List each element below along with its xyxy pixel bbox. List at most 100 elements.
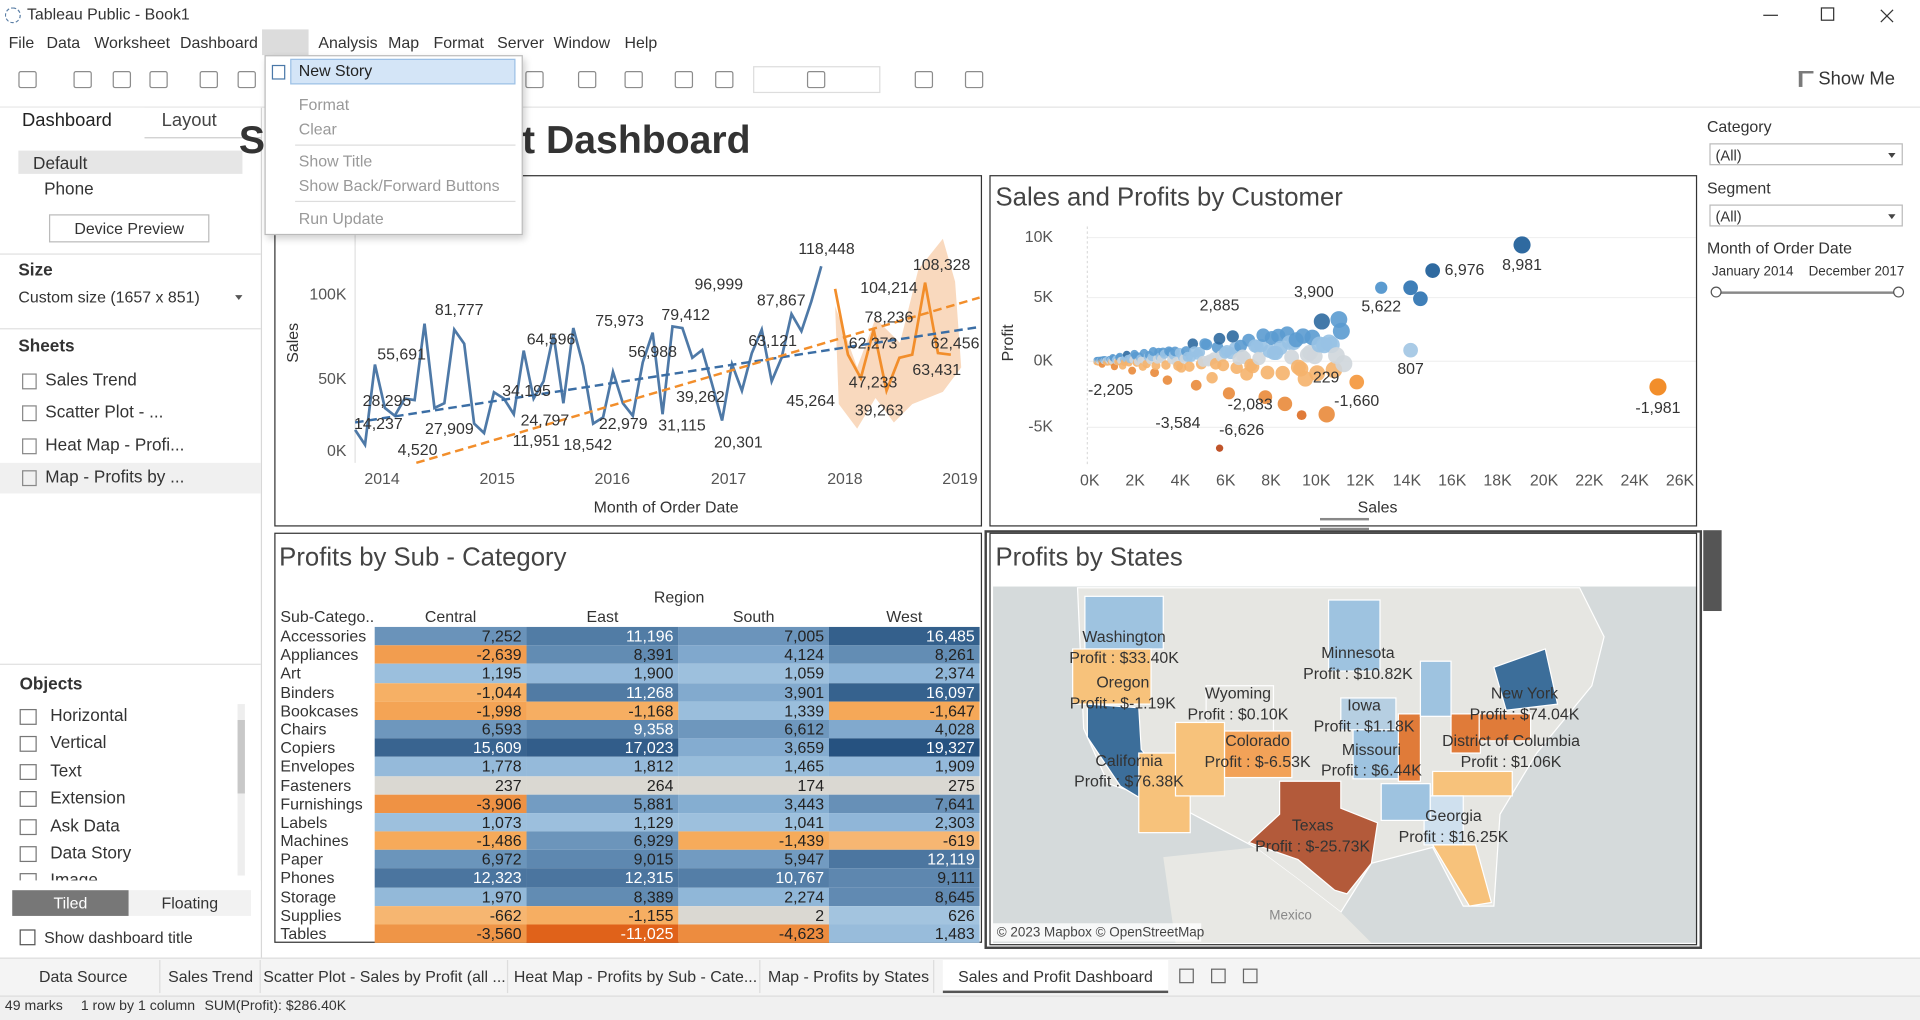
heat-cell: -662 bbox=[374, 905, 527, 925]
heat-cell: 1,195 bbox=[374, 664, 527, 683]
tab[interactable]: Heat Map - Profits by Sub - Cate... bbox=[512, 960, 761, 994]
toolbar-icon[interactable] bbox=[237, 71, 256, 89]
floating-button[interactable]: Floating bbox=[161, 893, 219, 913]
tab[interactable]: Data Source bbox=[7, 960, 161, 994]
heat-cell: 19,327 bbox=[828, 738, 980, 758]
device[interactable]: Phone bbox=[44, 178, 94, 199]
menu-option[interactable]: Show Back/Forward Buttons bbox=[298, 176, 500, 195]
menu-item[interactable]: Analysis bbox=[318, 33, 378, 52]
heat-cell: -1,998 bbox=[374, 701, 527, 720]
sheet-item[interactable]: Heat Map - Profi... bbox=[45, 434, 185, 454]
heat-cell: 16,485 bbox=[828, 626, 980, 646]
toolbar-icon[interactable] bbox=[577, 71, 597, 89]
row-label: Bookcases bbox=[280, 701, 359, 720]
menu-item[interactable]: Map bbox=[388, 33, 420, 52]
toolbar-icon[interactable] bbox=[914, 71, 934, 89]
forecast-line bbox=[833, 282, 951, 396]
toolbar-icon[interactable] bbox=[624, 71, 643, 89]
toolbar-icon[interactable] bbox=[715, 71, 734, 89]
tab[interactable]: Sales Trend bbox=[162, 960, 261, 994]
data-label: 79,412 bbox=[661, 307, 710, 324]
menu-item[interactable]: Worksheet bbox=[94, 33, 171, 52]
new-tab-icon[interactable] bbox=[1242, 968, 1258, 984]
data-label: 39,262 bbox=[676, 389, 725, 406]
object-item[interactable]: Horizontal bbox=[50, 705, 128, 725]
filter-label: Month of Order Date bbox=[1706, 238, 1853, 258]
new-tab-icon[interactable] bbox=[1211, 968, 1226, 984]
new-tab-icon[interactable] bbox=[1179, 968, 1194, 984]
window-close[interactable] bbox=[1880, 7, 1895, 23]
window-min[interactable] bbox=[1763, 7, 1778, 16]
menu-item[interactable]: Server bbox=[497, 33, 545, 52]
toolbar-icon[interactable] bbox=[199, 71, 218, 89]
slider-knob[interactable] bbox=[1710, 286, 1722, 298]
device[interactable]: Default bbox=[33, 153, 88, 173]
object-item[interactable]: Data Story bbox=[50, 842, 132, 863]
toolbar-icon[interactable] bbox=[112, 71, 132, 89]
y-tick-label: 50K bbox=[318, 371, 347, 388]
customer-dot bbox=[1217, 359, 1230, 372]
row-label: Phones bbox=[280, 868, 335, 888]
state-profit: Profit : $33.40K bbox=[1069, 650, 1179, 667]
sheet-item[interactable]: Map - Profits by ... bbox=[45, 466, 185, 486]
show-me-icon[interactable] bbox=[1798, 71, 1814, 87]
menu-option[interactable]: New Story bbox=[298, 61, 373, 80]
menu-option[interactable]: Run Update bbox=[298, 209, 384, 228]
show-title-label[interactable]: Show dashboard title bbox=[44, 928, 193, 947]
sheet-item[interactable]: Scatter Plot - ... bbox=[45, 401, 164, 422]
menu-item[interactable]: Data bbox=[46, 33, 81, 52]
customer-dot bbox=[1260, 365, 1275, 380]
section-heading: Size bbox=[18, 259, 53, 280]
show-me[interactable]: Show Me bbox=[1818, 68, 1895, 90]
size-select[interactable]: Custom size (1657 x 851) bbox=[18, 287, 200, 307]
tab[interactable]: Map - Profits by States bbox=[764, 960, 935, 994]
heat-cell: 6,593 bbox=[374, 719, 527, 739]
menu-item[interactable]: File bbox=[8, 33, 35, 52]
tiled-button[interactable]: Tiled bbox=[12, 890, 129, 916]
toolbar-icon[interactable] bbox=[149, 71, 168, 89]
tab-active[interactable]: Sales and Profit Dashboard bbox=[942, 960, 1169, 994]
toolbar-icon[interactable] bbox=[964, 71, 984, 89]
filter-dropdown[interactable]: (All) bbox=[1709, 143, 1903, 166]
sheet-item[interactable]: Sales Trend bbox=[45, 369, 137, 390]
toolbar-icon[interactable] bbox=[525, 71, 544, 89]
device-preview-button[interactable]: Device Preview bbox=[48, 214, 210, 243]
object-item[interactable]: Vertical bbox=[50, 732, 107, 753]
filter-dropdown[interactable]: (All) bbox=[1709, 204, 1903, 227]
toolbar-icon[interactable] bbox=[73, 71, 92, 89]
window-title: Tableau Public - Book1 bbox=[26, 4, 190, 24]
customer-dot bbox=[1206, 372, 1218, 384]
toolbar-icon[interactable] bbox=[18, 71, 37, 89]
menu-option[interactable]: Format bbox=[298, 95, 350, 114]
side-tab[interactable]: Layout bbox=[161, 110, 217, 132]
toolbar-icon[interactable] bbox=[806, 71, 826, 89]
menu-item[interactable]: Format bbox=[433, 33, 484, 52]
menu-item[interactable]: Help bbox=[624, 33, 658, 52]
sheet-toolbar[interactable] bbox=[1703, 530, 1722, 612]
status-item: 49 marks bbox=[4, 999, 63, 1014]
customer-dot bbox=[1215, 444, 1224, 452]
object-item[interactable]: Extension bbox=[50, 787, 126, 808]
heat-cell: 3,659 bbox=[678, 738, 829, 758]
object-item[interactable]: Text bbox=[50, 760, 82, 780]
menu-option[interactable]: Clear bbox=[298, 120, 337, 139]
object-item[interactable]: Ask Data bbox=[50, 815, 120, 835]
toolbar-dropdown[interactable] bbox=[753, 66, 881, 94]
menu-item[interactable]: Window bbox=[553, 33, 611, 52]
state-profit: Profit : $10.82K bbox=[1303, 666, 1413, 683]
column-header: Central bbox=[424, 607, 477, 626]
attribution-bg bbox=[993, 923, 1202, 942]
window-max[interactable] bbox=[1820, 7, 1835, 21]
slider-knob[interactable] bbox=[1893, 286, 1905, 298]
tab[interactable]: Scatter Plot - Sales by Profit (all ... bbox=[262, 960, 509, 994]
slider-track[interactable] bbox=[1715, 291, 1900, 294]
side-tab[interactable]: Dashboard bbox=[22, 110, 112, 132]
customer-dot bbox=[1309, 365, 1326, 382]
menu-option[interactable]: Show Title bbox=[298, 151, 373, 171]
customer-dot bbox=[1161, 360, 1171, 370]
toolbar-icon[interactable] bbox=[674, 71, 694, 89]
customer-dot bbox=[1150, 368, 1160, 378]
checkbox[interactable] bbox=[19, 929, 36, 946]
menu-item[interactable]: Dashboard bbox=[180, 33, 258, 52]
heat-cell: 17,023 bbox=[526, 738, 679, 758]
